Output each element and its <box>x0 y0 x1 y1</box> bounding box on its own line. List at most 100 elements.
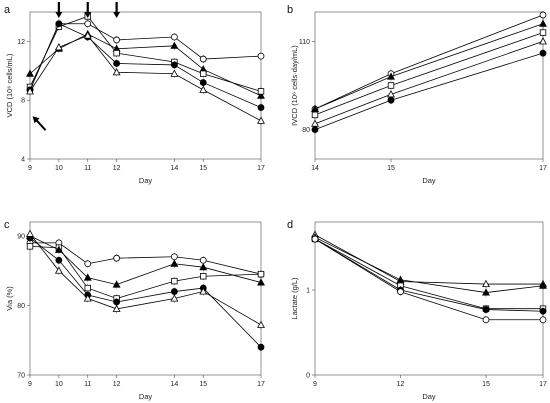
y-tick-label: 110 <box>299 39 310 46</box>
x-axis-title: Day <box>422 176 436 185</box>
x-tick-label: 15 <box>387 165 395 172</box>
y-tick-label: 90 <box>17 233 25 240</box>
start-arrow-head <box>32 116 40 124</box>
data-point-d-0-2 <box>482 279 490 288</box>
data-point-b-4-2 <box>539 49 547 57</box>
data-point-a-0-2 <box>84 20 92 28</box>
data-point-b-3-2 <box>539 37 547 45</box>
data-point-b-3-0 <box>311 119 319 127</box>
y-tick-label: 4 <box>21 157 25 164</box>
series-line-d-4 <box>314 238 543 321</box>
data-point-b-2-1 <box>387 82 395 89</box>
data-point-c-0-4 <box>170 253 178 261</box>
feed-arrow-head <box>55 12 63 18</box>
data-point-c-2-2 <box>83 273 92 281</box>
data-point-d-4-1 <box>397 288 404 296</box>
data-point-c-4-6 <box>257 320 265 328</box>
series-line-d-1 <box>314 236 544 293</box>
y-tick-label: 12 <box>17 39 25 46</box>
x-axis-title: Day <box>422 392 436 401</box>
series-line-c-1 <box>29 245 262 299</box>
data-point-a-4-5 <box>199 85 208 93</box>
series-line-d-2 <box>314 238 543 310</box>
data-point-c-2-5 <box>199 262 208 271</box>
data-point-c-3-3 <box>113 298 121 306</box>
x-tick-label: 14 <box>170 381 178 388</box>
plot-frame-d <box>314 221 544 376</box>
data-point-c-4-0 <box>26 229 34 237</box>
data-point-b-1-1 <box>387 72 395 80</box>
x-axis-title: Day <box>139 176 153 185</box>
data-point-d-3-3 <box>539 307 547 315</box>
series-line-b-3 <box>314 41 544 125</box>
data-point-b-4-1 <box>387 96 395 104</box>
data-point-d-3-2 <box>482 306 490 313</box>
x-tick-label: 15 <box>199 165 207 172</box>
x-tick-label: 12 <box>113 381 121 388</box>
feed-arrow-head <box>84 12 92 18</box>
data-point-a-1-0 <box>26 69 34 77</box>
x-tick-label: 11 <box>84 165 91 172</box>
data-point-d-1-3 <box>539 281 547 289</box>
data-point-d-4-0 <box>311 235 319 243</box>
data-point-c-1-5 <box>200 273 207 280</box>
x-tick-label: 10 <box>55 381 63 388</box>
x-tick-label: 15 <box>199 381 207 388</box>
plot-frame-c <box>29 221 262 376</box>
data-point-a-3-5 <box>199 79 207 86</box>
x-tick-label: 15 <box>482 381 490 388</box>
data-point-c-0-2 <box>84 260 92 268</box>
data-point-a-0-3 <box>113 36 121 44</box>
data-point-a-2-6 <box>257 88 265 95</box>
x-tick-label: 11 <box>84 381 91 388</box>
data-point-c-2-4 <box>170 259 179 267</box>
x-tick-label: 17 <box>257 165 265 172</box>
y-tick-label: 80 <box>302 127 310 134</box>
data-point-c-0-5 <box>199 256 207 264</box>
data-point-c-2-1 <box>54 245 63 253</box>
data-point-a-3-1 <box>55 20 63 28</box>
y-axis-title: Via (%) <box>5 286 14 311</box>
y-tick-label: 1 <box>306 288 310 295</box>
data-point-d-1-2 <box>482 288 490 296</box>
x-tick-label: 14 <box>170 165 178 172</box>
data-point-c-1-6 <box>257 270 265 278</box>
series-line-d-3 <box>314 238 544 312</box>
series-line-b-1 <box>314 23 544 110</box>
series-line-a-4 <box>29 35 262 122</box>
x-tick-label: 9 <box>28 165 32 172</box>
y-tick-label: 70 <box>17 373 25 380</box>
data-point-a-0-6 <box>257 52 265 60</box>
x-tick-label: 17 <box>539 165 547 172</box>
y-tick-label: 8 <box>21 98 25 105</box>
data-point-a-3-4 <box>170 61 178 69</box>
y-axis-title: VCD (10⁶ cells/mL) <box>5 53 14 117</box>
start-arrow-shaft <box>34 118 47 131</box>
data-point-a-4-6 <box>257 116 265 124</box>
data-point-c-1-4 <box>171 277 178 285</box>
series-line-b-0 <box>314 14 544 110</box>
data-point-a-4-0 <box>26 87 34 95</box>
y-axis-title: Lactate (g/L) <box>290 277 299 320</box>
y-tick-label: 0 <box>306 373 310 380</box>
data-point-c-3-1 <box>55 256 63 264</box>
data-point-c-4-3 <box>112 304 121 312</box>
series-line-b-2 <box>314 32 544 116</box>
x-tick-label: 12 <box>397 381 405 388</box>
data-point-a-2-3 <box>113 49 120 57</box>
data-point-a-4-3 <box>112 68 121 76</box>
x-tick-label: 9 <box>313 381 317 388</box>
data-point-a-2-5 <box>200 70 207 77</box>
panel-letter-d: d <box>287 219 293 231</box>
series-line-b-4 <box>314 52 544 130</box>
data-point-c-4-5 <box>199 287 208 295</box>
panel-letter-c: c <box>4 219 10 231</box>
data-point-d-4-3 <box>539 316 547 324</box>
x-tick-label: 17 <box>539 381 547 388</box>
data-point-b-4-0 <box>311 126 319 134</box>
series-line-a-3 <box>29 23 262 108</box>
plot-frame-b <box>314 11 544 160</box>
data-point-a-4-1 <box>54 43 63 51</box>
data-point-c-2-3 <box>112 280 121 288</box>
